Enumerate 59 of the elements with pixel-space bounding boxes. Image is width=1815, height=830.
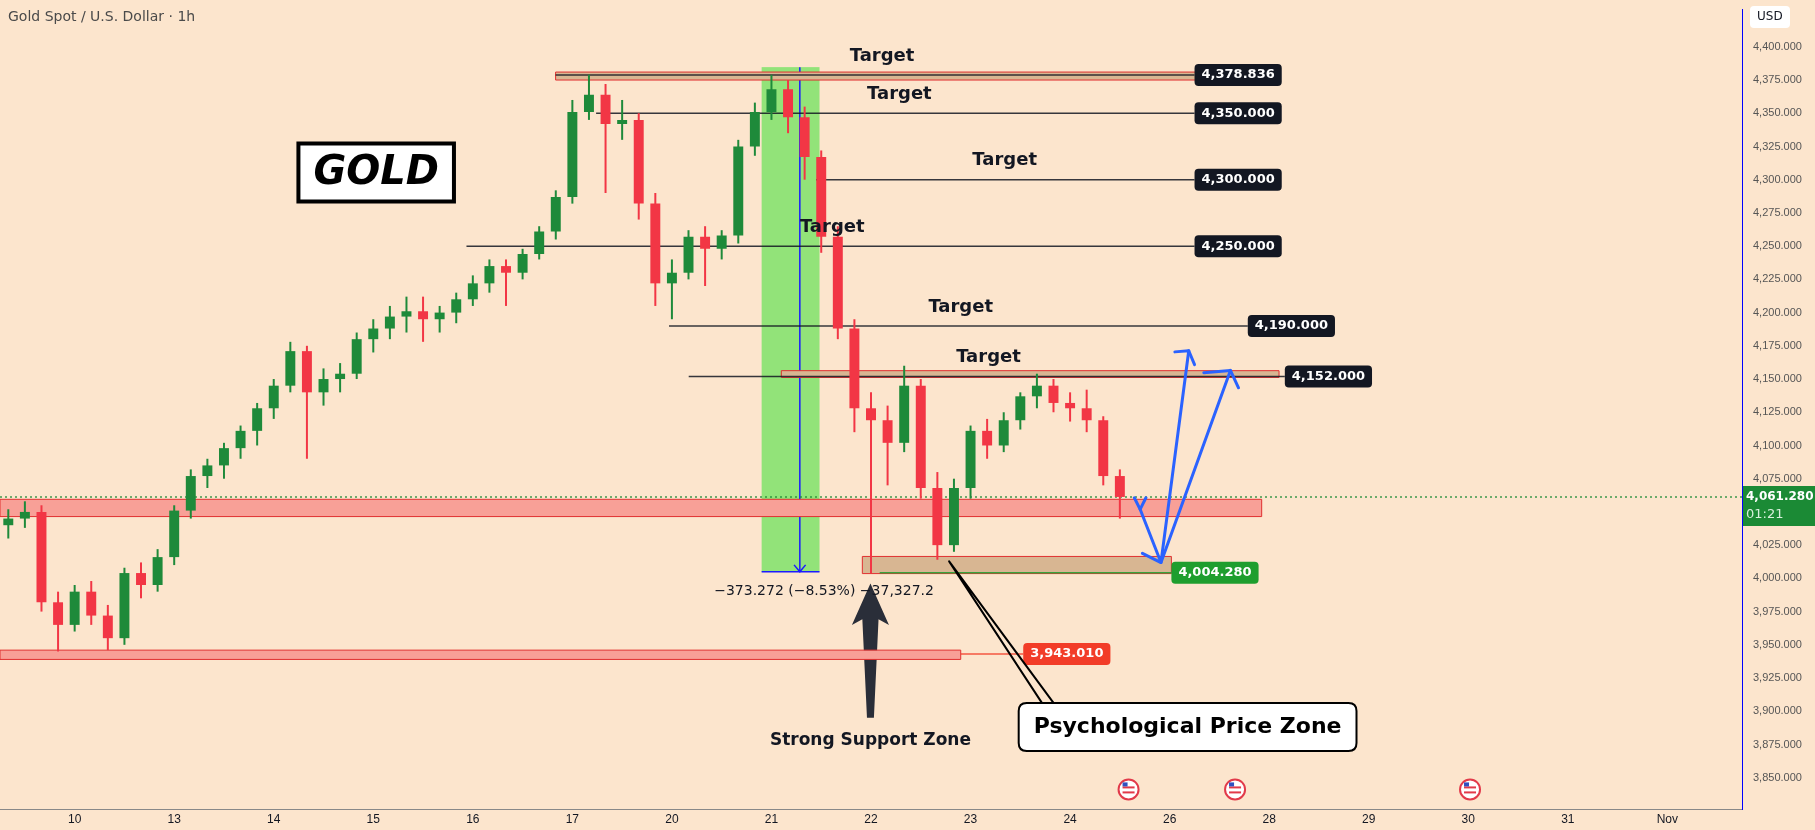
annotation: Target: [928, 294, 994, 316]
x-tick-label: 13: [167, 812, 182, 827]
annotation: Target: [849, 43, 915, 65]
y-tick-label: 4,325.000: [1753, 139, 1802, 152]
y-tick-label: 4,350.000: [1753, 106, 1802, 119]
x-tick-label: 31: [1561, 812, 1575, 827]
y-tick-label: 4,000.000: [1753, 571, 1802, 584]
x-tick-label: 22: [864, 812, 878, 827]
ref-line-label: 4,190.000: [1254, 317, 1328, 333]
y-tick-label: 3,950.000: [1753, 637, 1802, 650]
y-tick-label: 4,025.000: [1753, 538, 1802, 551]
x-tick-label: 16: [466, 812, 480, 827]
annotation: Target: [956, 345, 1022, 367]
x-tick-label: 17: [565, 812, 580, 827]
y-tick-label: 3,925.000: [1753, 671, 1802, 684]
ref-line-label: 4,300.000: [1201, 171, 1275, 187]
y-tick-label: 4,275.000: [1753, 205, 1802, 218]
ref-line-label: 4,061.280: [1746, 489, 1814, 504]
annotation: Strong Support Zone: [769, 729, 971, 750]
x-tick-label: 14: [267, 812, 281, 827]
y-axis-title: USD: [1757, 9, 1783, 24]
y-tick-label: 4,200.000: [1753, 305, 1802, 318]
ref-line-label: 4,004.280: [1178, 564, 1252, 580]
y-tick-label: 3,900.000: [1753, 704, 1802, 717]
x-tick-label: Nov: [1656, 812, 1679, 827]
y-tick-label: 4,150.000: [1753, 372, 1802, 385]
y-tick-label: 4,400.000: [1753, 39, 1802, 52]
y-tick-label: 4,300.000: [1753, 172, 1802, 185]
y-tick-label: 4,100.000: [1753, 438, 1802, 451]
text: 01:21: [1746, 506, 1784, 522]
y-tick-label: 4,075.000: [1753, 471, 1802, 484]
x-tick-label: 15: [366, 812, 381, 827]
y-tick-label: 4,375.000: [1753, 73, 1802, 86]
ref-line-label: 4,250.000: [1201, 237, 1275, 253]
y-tick-label: 3,875.000: [1753, 737, 1802, 750]
annotation: Target: [867, 81, 933, 103]
x-tick-label: 24: [1063, 812, 1078, 827]
x-tick-label: 10: [67, 812, 82, 827]
y-tick-label: 4,225.000: [1753, 272, 1802, 285]
x-tick-label: 20: [665, 812, 679, 827]
ref-line-label: 4,152.000: [1291, 367, 1366, 383]
y-tick-label: 4,175.000: [1753, 338, 1802, 351]
y-tick-label: 4,250.000: [1753, 239, 1802, 252]
annotation: Target: [972, 148, 1038, 170]
x-tick-label: 29: [1362, 812, 1376, 827]
ref-line-label: 4,350.000: [1201, 104, 1275, 120]
ref-line-label: 4,378.836: [1201, 66, 1275, 82]
y-tick-label: 3,975.000: [1753, 604, 1802, 617]
y-tick-label: 3,850.000: [1753, 770, 1802, 783]
x-tick-label: 26: [1162, 812, 1177, 827]
y-tick-label: 4,125.000: [1753, 405, 1802, 418]
x-tick-label: 21: [764, 812, 779, 827]
x-tick-label: 30: [1461, 812, 1476, 827]
x-tick-label: 23: [963, 812, 978, 827]
annotation: GOLD: [313, 146, 439, 193]
ref-line-label: 3,943.010: [1030, 645, 1104, 661]
chart-title: Gold Spot / U.S. Dollar · 1h: [8, 8, 196, 24]
annotation: Psychological Price Zone: [1033, 712, 1342, 738]
x-tick-label: 28: [1262, 812, 1277, 827]
